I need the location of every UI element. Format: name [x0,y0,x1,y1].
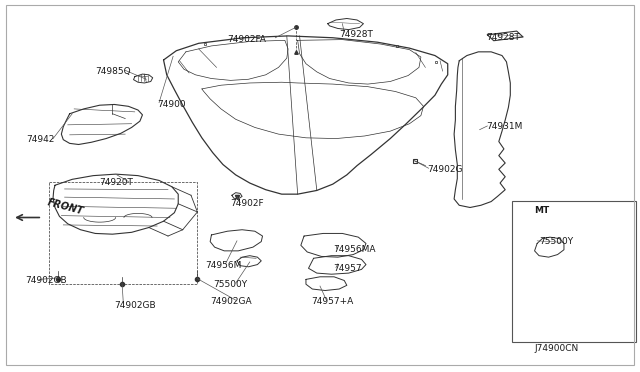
Text: 74902GB: 74902GB [25,276,67,285]
Text: 74902FA: 74902FA [227,35,266,44]
Text: 74931M: 74931M [486,122,522,131]
Text: 75500Y: 75500Y [214,280,248,289]
Text: FRONT: FRONT [47,198,85,217]
Text: 74902F: 74902F [230,199,264,208]
Text: 74928T: 74928T [486,33,520,42]
Text: 74956MA: 74956MA [333,245,375,254]
Text: 74902GA: 74902GA [210,297,252,306]
Text: 74956M: 74956M [205,261,241,270]
Text: 74957: 74957 [333,264,362,273]
Bar [511,201,636,341]
Text: 74902G: 74902G [428,165,463,174]
Text: 74900: 74900 [157,100,186,109]
Text: 74928T: 74928T [339,29,373,39]
Text: 74902GB: 74902GB [114,301,156,310]
Text: 75500Y: 75500Y [540,237,573,246]
Text: MT: MT [534,206,549,215]
Text: 74957+A: 74957+A [312,297,354,306]
Text: 74920T: 74920T [100,178,134,187]
Text: 74985Q: 74985Q [95,67,131,76]
Text: 74942: 74942 [26,135,54,144]
Text: J74900CN: J74900CN [534,344,579,353]
